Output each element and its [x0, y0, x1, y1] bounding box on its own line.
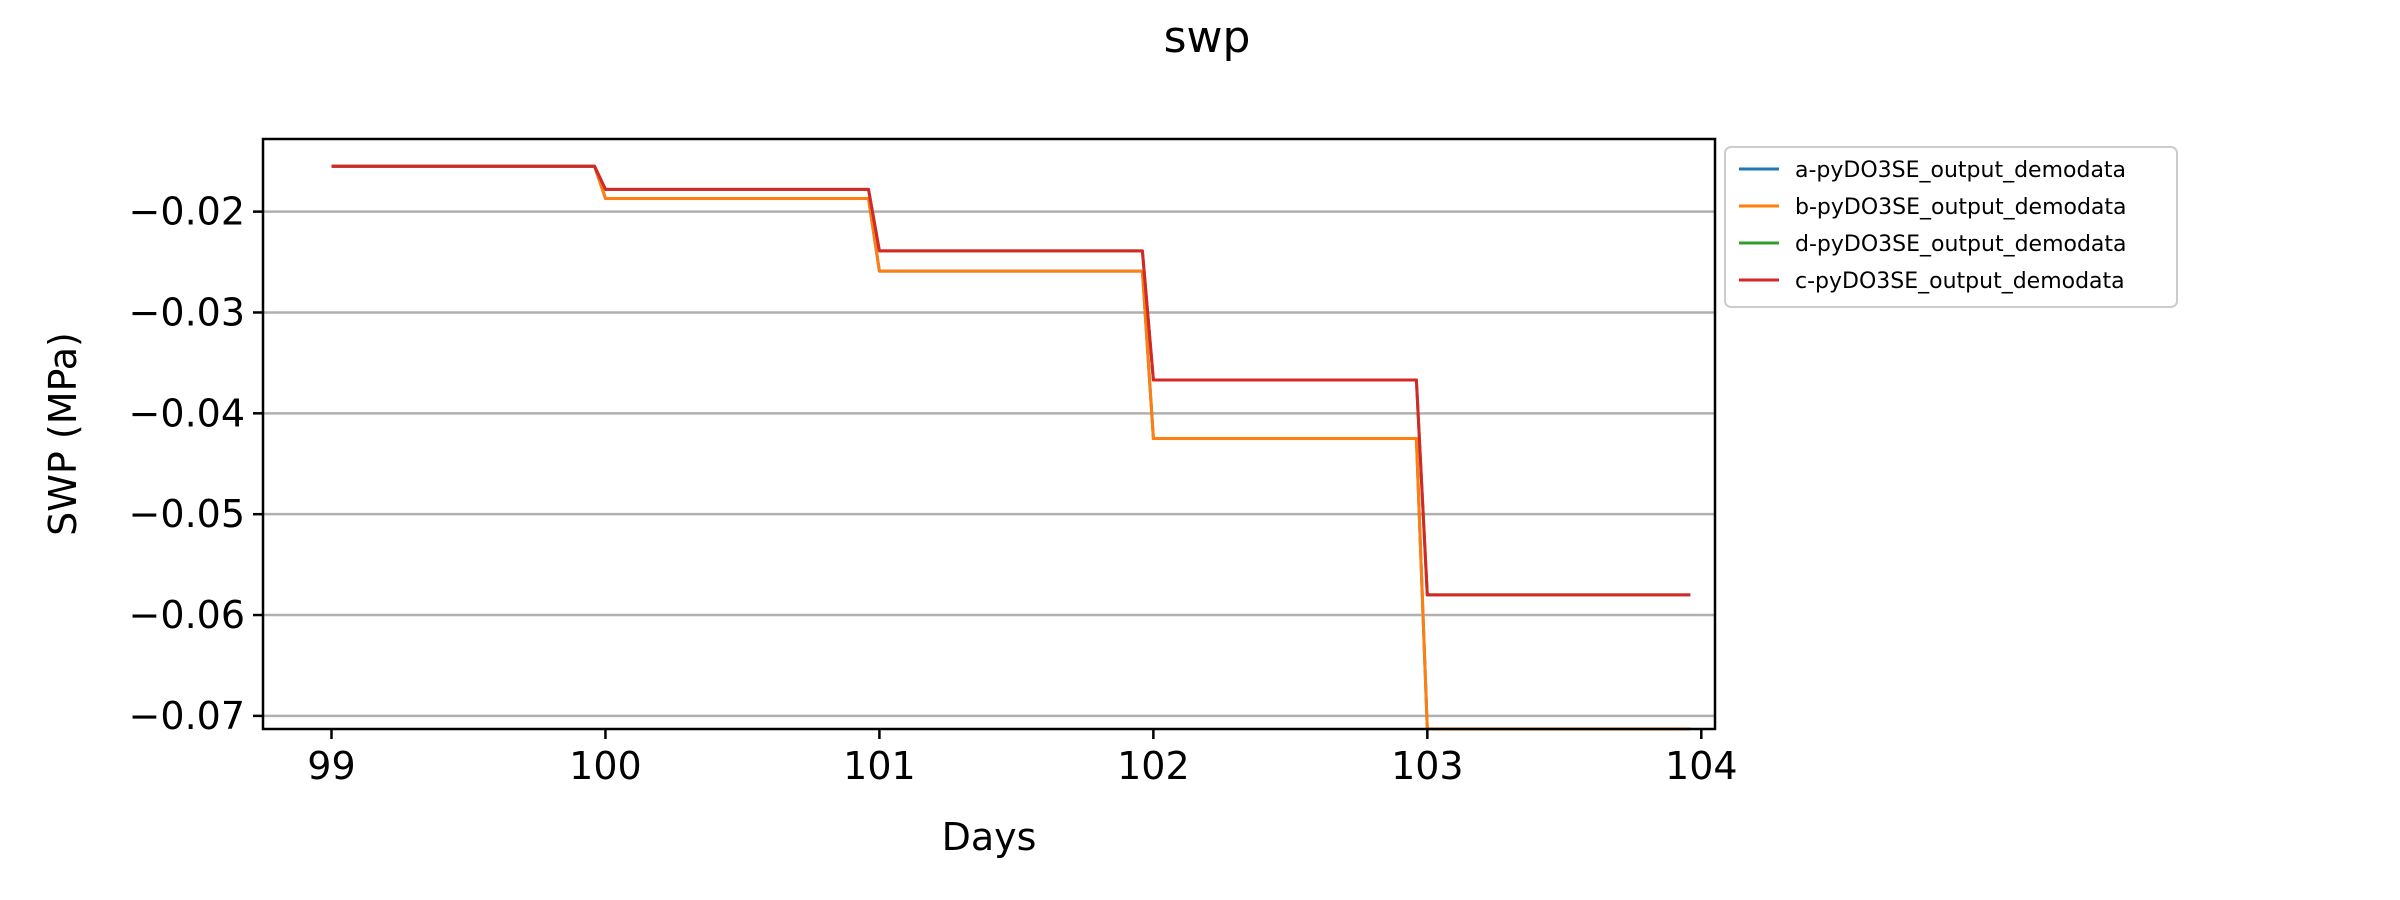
y-tick-label-0: −0.02: [129, 190, 245, 234]
series-lines: [331, 164, 1691, 731]
legend-label-3: c-pyDO3SE_output_demodata: [1795, 269, 2125, 294]
legend-label-1: b-pyDO3SE_output_demodata: [1795, 195, 2127, 220]
legend-box: [1724, 146, 2178, 308]
x-axis-ticks: 99 100 101 102 103 104: [307, 729, 1738, 788]
x-tick-label-4: 103: [1391, 744, 1464, 788]
x-tick-label-5: 104: [1665, 744, 1738, 788]
series-line-b-pyDO3SE_output_demodata: [331, 164, 1691, 731]
chart-title: swp: [1164, 12, 1251, 63]
y-tick-label-1: −0.03: [129, 290, 245, 334]
legend-label-2: d-pyDO3SE_output_demodata: [1795, 232, 2127, 257]
y-tick-label-2: −0.04: [129, 391, 245, 435]
y-tick-label-4: −0.06: [129, 593, 245, 637]
series-line-c-pyDO3SE_output_demodata: [331, 164, 1691, 597]
y-tick-label-5: −0.07: [129, 694, 245, 738]
grid-lines: [263, 210, 1715, 718]
series-line-d-pyDO3SE_output_demodata: [331, 164, 1691, 597]
x-axis-label: Days: [942, 815, 1037, 859]
legend: a-pyDO3SE_output_demodata b-pyDO3SE_outpu…: [1724, 146, 2178, 308]
x-tick-label-3: 102: [1117, 744, 1190, 788]
x-tick-label-2: 101: [843, 744, 916, 788]
y-tick-label-3: −0.05: [129, 492, 245, 536]
legend-label-0: a-pyDO3SE_output_demodata: [1795, 158, 2126, 183]
plot-frame: [261, 137, 1717, 731]
y-axis-label: SWP (MPa): [41, 332, 85, 536]
y-axis-ticks: −0.02 −0.03 −0.04 −0.05 −0.06 −0.07: [129, 190, 263, 738]
x-tick-label-1: 100: [569, 744, 642, 788]
x-tick-label-0: 99: [307, 744, 355, 788]
